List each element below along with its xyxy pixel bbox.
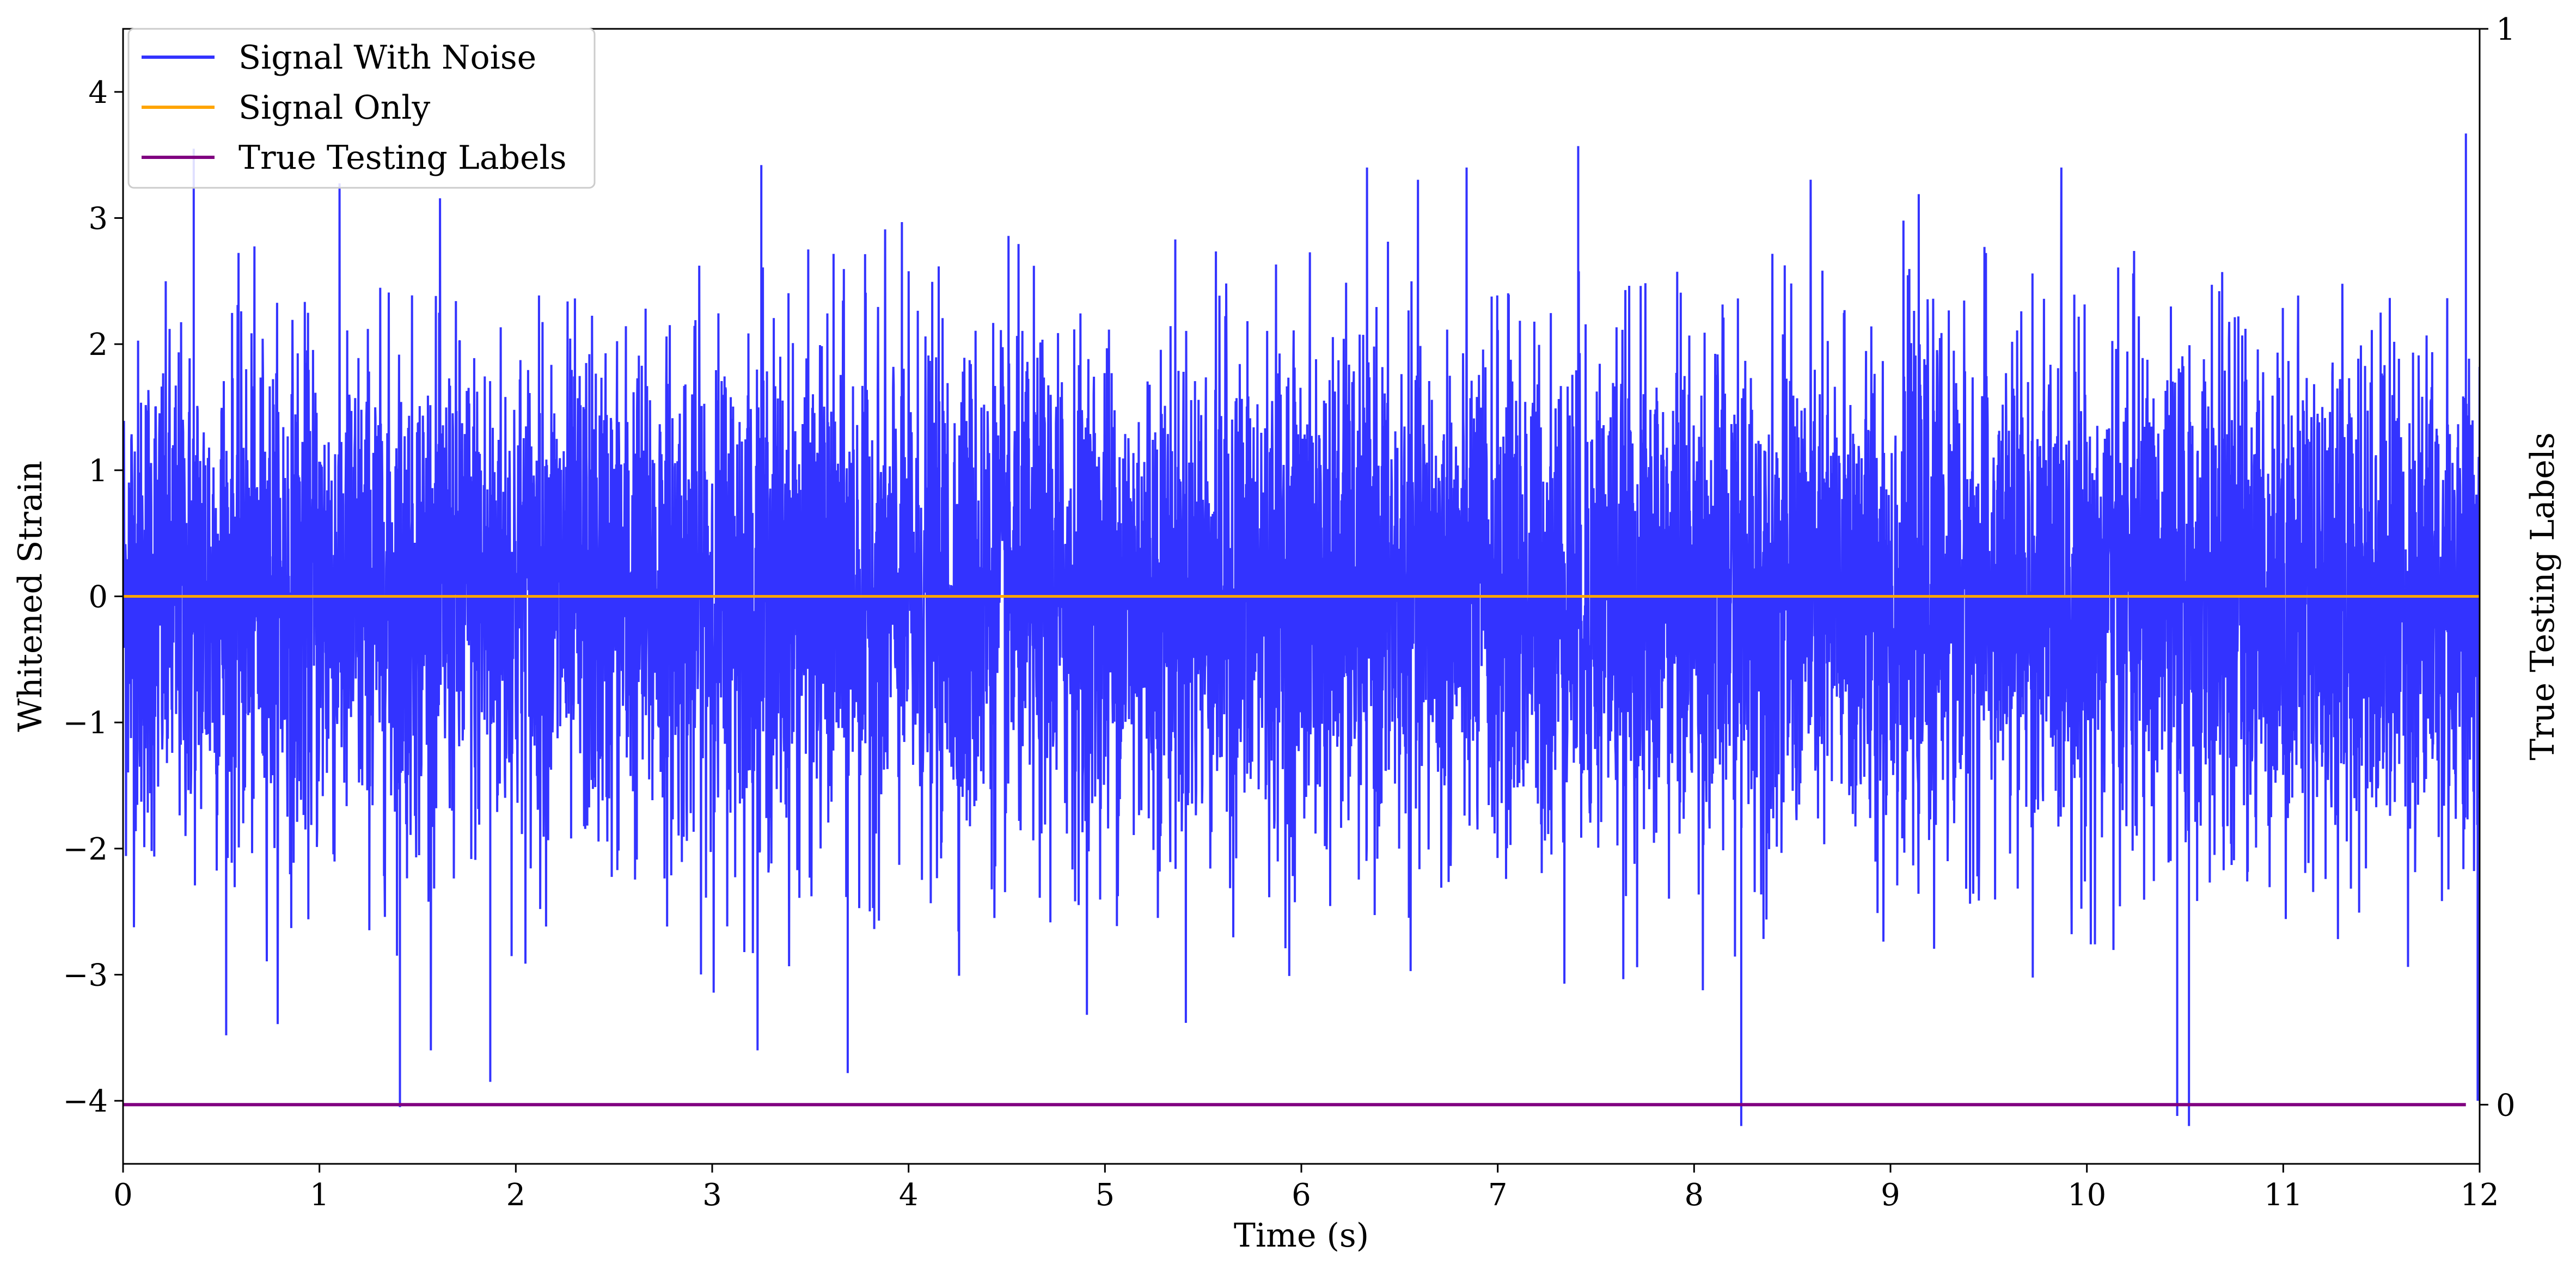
x-tick-label: 2 [506, 1177, 526, 1213]
x-tick-label: 3 [702, 1177, 722, 1213]
y2-tick-label: 1 [2496, 12, 2516, 47]
y-tick-label: −4 [63, 1084, 108, 1119]
y-axis-right: 10 [2480, 12, 2516, 1123]
y-tick-label: 1 [88, 453, 108, 489]
y2-tick-label: 0 [2496, 1088, 2516, 1123]
series-signal-with-noise [123, 133, 2480, 1126]
legend-label: Signal With Noise [238, 39, 536, 77]
x-axis-label: Time (s) [1234, 1217, 1369, 1255]
legend-box [127, 28, 596, 189]
x-axis: 0 1 2 3 4 5 6 7 8 9 10 11 12 [113, 1164, 2499, 1213]
y-axis-left: 4 3 2 1 0 −1 −2 −3 −4 [63, 75, 123, 1119]
y-tick-label: 4 [88, 75, 108, 111]
y2-axis-label: True Testing Labels [2524, 432, 2562, 760]
x-tick-label: 12 [2460, 1177, 2499, 1213]
legend-label: Signal Only [238, 89, 430, 127]
x-tick-label: 7 [1488, 1177, 1508, 1213]
x-tick-label: 4 [899, 1177, 919, 1213]
y-tick-label: −2 [63, 832, 108, 867]
legend-label: True Testing Labels [238, 139, 567, 177]
y-tick-label: 3 [88, 201, 108, 237]
x-tick-label: 9 [1881, 1177, 1900, 1213]
legend: Signal With Noise Signal Only True Testing… [127, 28, 596, 189]
x-tick-label: 11 [2264, 1177, 2303, 1213]
y-axis-label: Whitened Strain [11, 461, 50, 732]
y-tick-label: 2 [88, 327, 108, 363]
y-tick-label: 0 [88, 580, 108, 615]
signal-with-noise-line [123, 133, 2480, 1126]
x-tick-label: 1 [310, 1177, 329, 1213]
x-tick-label: 0 [113, 1177, 133, 1213]
x-tick-label: 8 [1685, 1177, 1704, 1213]
y-tick-label: −1 [63, 705, 108, 741]
x-tick-label: 5 [1096, 1177, 1115, 1213]
x-tick-label: 10 [2067, 1177, 2106, 1213]
x-tick-label: 6 [1292, 1177, 1311, 1213]
y-tick-label: −3 [63, 958, 108, 993]
